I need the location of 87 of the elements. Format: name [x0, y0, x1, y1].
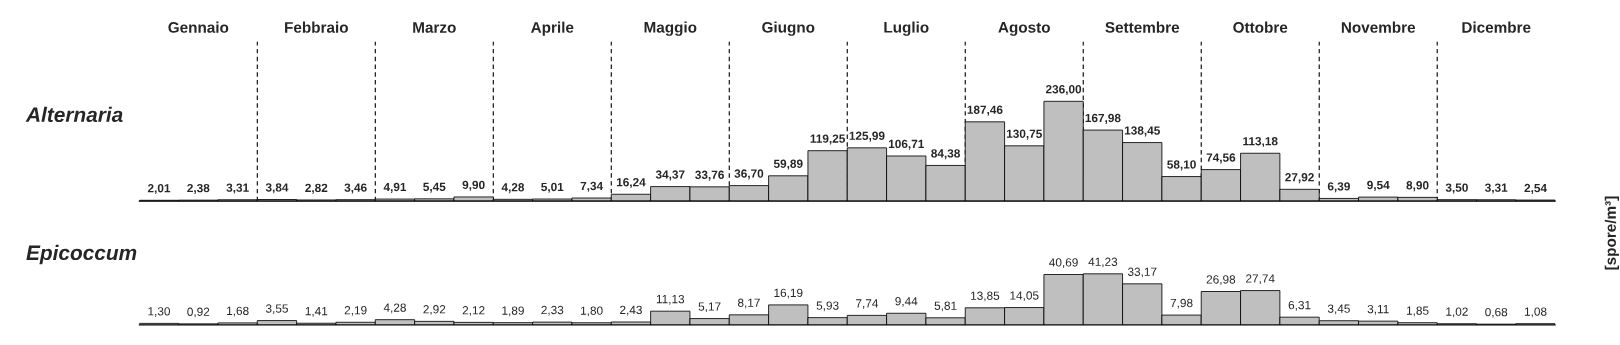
data-label: 1,85	[1406, 306, 1429, 317]
chart-title: Epicoccum	[26, 244, 137, 265]
data-label: 106,71	[888, 139, 924, 150]
data-label: 74,56	[1206, 153, 1236, 164]
data-label: 9,90	[462, 180, 485, 191]
data-label: 6,31	[1288, 300, 1311, 311]
data-label: 1,30	[148, 307, 171, 317]
data-label: 138,45	[1124, 126, 1160, 137]
x-tick-label: Marzo	[413, 22, 456, 33]
data-label: 3,50	[1445, 183, 1468, 194]
data-label: 26,98	[1206, 275, 1236, 286]
data-label: 16,24	[616, 178, 646, 189]
x-tick-label: Maggio	[644, 21, 697, 36]
x-tick-label: Luglio	[884, 21, 929, 36]
data-label: 113,18	[1243, 137, 1278, 148]
data-label: 4,28	[383, 303, 406, 314]
x-tick-label: Giugno	[762, 21, 815, 36]
data-label: 13,85	[971, 291, 1000, 302]
data-label: 40,69	[1049, 258, 1078, 269]
data-label: 2,12	[462, 306, 485, 316]
data-label: 3,84	[265, 183, 289, 194]
data-label: 1,02	[1446, 307, 1468, 318]
x-tick-label: Settembre	[1105, 21, 1180, 33]
chart-title: Alternaria	[25, 106, 123, 123]
data-label: 2,43	[620, 305, 642, 316]
data-label: 187,46	[967, 105, 1003, 116]
x-tick-label: Febbraio	[285, 21, 348, 33]
data-label: 34,37	[655, 170, 685, 181]
data-label: 7,34	[580, 181, 604, 192]
data-label: 236,00	[1045, 85, 1082, 96]
data-label: 167,98	[1085, 113, 1121, 124]
data-label: 84,38	[931, 149, 960, 160]
data-label: 16,19	[774, 288, 803, 299]
data-label: 119,25	[810, 134, 845, 145]
y-axis-title: [spore/m³]	[1604, 196, 1619, 270]
data-label: 3,31	[226, 183, 249, 194]
data-label: 3,46	[344, 183, 367, 194]
data-label: 8,90	[1406, 181, 1429, 192]
data-label: 2,33	[541, 305, 564, 316]
data-label: 125,99	[849, 131, 885, 142]
data-label: 2,19	[344, 306, 367, 316]
data-label: 2,54	[1524, 183, 1547, 194]
data-label: 2,82	[305, 183, 328, 194]
data-label: 5,93	[816, 301, 839, 312]
data-label: 33,76	[695, 170, 724, 181]
data-label: 2,38	[187, 183, 210, 194]
data-label: 3,11	[1367, 304, 1389, 315]
x-tick-label: Agosto	[998, 22, 1050, 36]
data-label: 1,41	[305, 307, 328, 317]
data-label: 41,23	[1088, 257, 1118, 268]
data-label: 8,17	[737, 298, 760, 309]
data-label: 5,17	[698, 302, 721, 313]
data-label: 1,80	[581, 306, 603, 317]
data-label: 4,91	[383, 182, 407, 193]
data-label: 0,92	[187, 307, 210, 318]
data-label: 5,45	[423, 182, 446, 193]
data-label: 9,44	[895, 297, 918, 307]
data-label: 27,74	[1246, 274, 1275, 285]
x-tick-label: Ottobre	[1233, 21, 1288, 33]
data-label: 59,89	[773, 159, 803, 170]
data-label: 5,01	[541, 182, 564, 193]
data-label: 6,39	[1327, 182, 1350, 193]
data-label: 1,89	[502, 306, 524, 317]
data-label: 1,68	[227, 306, 249, 317]
data-label: 0,68	[1485, 307, 1508, 318]
data-label: 36,70	[734, 169, 764, 180]
data-label: 5,81	[934, 301, 957, 312]
data-label: 2,01	[147, 184, 171, 195]
data-label: 3,55	[265, 304, 288, 315]
data-label: 58,10	[1167, 160, 1196, 171]
data-label: 130,75	[1006, 129, 1042, 140]
x-tick-label: Novembre	[1341, 21, 1416, 33]
data-label: 1,08	[1524, 307, 1547, 318]
data-label: 14,05	[1010, 291, 1039, 302]
data-label: 33,17	[1127, 267, 1157, 278]
data-label: 2,92	[423, 305, 446, 315]
x-tick-label: Gennaio	[168, 21, 229, 33]
data-label: 7,98	[1170, 298, 1193, 309]
data-label: 3,31	[1484, 183, 1508, 194]
data-label: 4,28	[501, 183, 525, 194]
data-label: 7,74	[856, 299, 879, 309]
x-tick-label: Dicembre	[1462, 21, 1531, 33]
data-label: 9,54	[1367, 180, 1390, 191]
data-label: 3,45	[1327, 304, 1350, 315]
data-label: 11,13	[656, 294, 685, 305]
x-tick-label: Aprile	[531, 21, 574, 36]
data-label: 27,92	[1285, 173, 1314, 184]
